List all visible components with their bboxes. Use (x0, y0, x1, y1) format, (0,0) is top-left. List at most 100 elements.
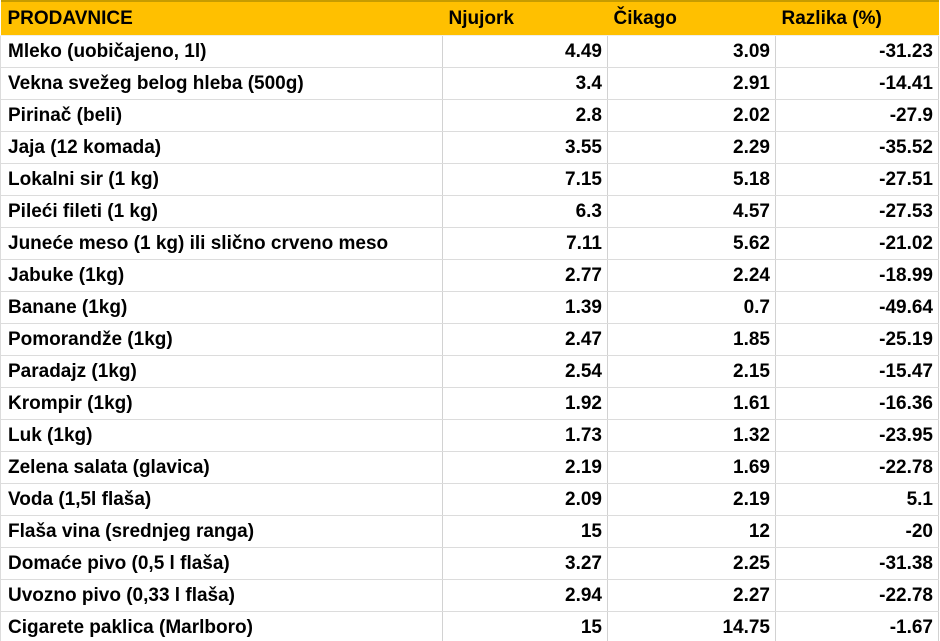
item-name-cell: Pileći fileti (1 kg) (0, 195, 443, 228)
table-row: Juneće meso (1 kg) ili slično crveno mes… (0, 227, 939, 260)
item-name-cell: Juneće meso (1 kg) ili slično crveno mes… (0, 227, 443, 260)
njujork-price-cell: 15 (442, 611, 608, 641)
cikago-price-cell: 2.27 (607, 579, 776, 612)
razlika-percent-cell: -49.64 (775, 291, 939, 324)
table-row: Voda (1,5l flaša) 2.09 2.19 5.1 (0, 483, 939, 516)
cikago-price-cell: 4.57 (607, 195, 776, 228)
njujork-price-cell: 2.94 (442, 579, 608, 612)
razlika-percent-cell: -25.19 (775, 323, 939, 356)
njujork-price-cell: 2.19 (442, 451, 608, 484)
item-name-cell: Uvozno pivo (0,33 l flaša) (0, 579, 443, 612)
razlika-percent-cell: -27.51 (775, 163, 939, 196)
njujork-price-cell: 3.55 (442, 131, 608, 164)
cikago-price-cell: 2.25 (607, 547, 776, 580)
item-name-cell: Paradajz (1kg) (0, 355, 443, 388)
table-row: Lokalni sir (1 kg) 7.15 5.18 -27.51 (0, 163, 939, 196)
item-name-cell: Zelena salata (glavica) (0, 451, 443, 484)
table-row: Jabuke (1kg) 2.77 2.24 -18.99 (0, 259, 939, 292)
cikago-price-cell: 1.32 (607, 419, 776, 452)
cikago-price-cell: 2.29 (607, 131, 776, 164)
cikago-price-cell: 2.19 (607, 483, 776, 516)
njujork-price-cell: 3.27 (442, 547, 608, 580)
razlika-percent-cell: -22.78 (775, 451, 939, 484)
razlika-percent-cell: 5.1 (775, 483, 939, 516)
razlika-percent-cell: -31.23 (775, 35, 939, 68)
cikago-price-cell: 3.09 (607, 35, 776, 68)
razlika-percent-cell: -20 (775, 515, 939, 548)
njujork-price-cell: 4.49 (442, 35, 608, 68)
njujork-price-cell: 1.92 (442, 387, 608, 420)
table-row: Pirinač (beli) 2.8 2.02 -27.9 (0, 99, 939, 132)
item-name-cell: Banane (1kg) (0, 291, 443, 324)
table-row: Banane (1kg) 1.39 0.7 -49.64 (0, 291, 939, 324)
item-name-cell: Jabuke (1kg) (0, 259, 443, 292)
razlika-percent-cell: -35.52 (775, 131, 939, 164)
table-body: Mleko (uobičajeno, 1l) 4.49 3.09 -31.23 Vekn… (0, 35, 939, 641)
razlika-percent-cell: -22.78 (775, 579, 939, 612)
cikago-price-cell: 0.7 (607, 291, 776, 324)
column-header-cikago: Čikago (607, 0, 776, 36)
njujork-price-cell: 2.09 (442, 483, 608, 516)
item-name-cell: Domaće pivo (0,5 l flaša) (0, 547, 443, 580)
item-name-cell: Pirinač (beli) (0, 99, 443, 132)
cikago-price-cell: 1.69 (607, 451, 776, 484)
item-name-cell: Lokalni sir (1 kg) (0, 163, 443, 196)
njujork-price-cell: 2.8 (442, 99, 608, 132)
header-row: PRODAVNICE Njujork Čikago Razlika (%) (0, 0, 939, 36)
njujork-price-cell: 7.11 (442, 227, 608, 260)
cikago-price-cell: 1.61 (607, 387, 776, 420)
table-row: Krompir (1kg) 1.92 1.61 -16.36 (0, 387, 939, 420)
njujork-price-cell: 2.77 (442, 259, 608, 292)
cikago-price-cell: 14.75 (607, 611, 776, 641)
table-row: Vekna svežeg belog hleba (500g) 3.4 2.91 -1… (0, 67, 939, 100)
column-header-prodavnice: PRODAVNICE (0, 0, 443, 36)
razlika-percent-cell: -21.02 (775, 227, 939, 260)
item-name-cell: Pomorandže (1kg) (0, 323, 443, 356)
razlika-percent-cell: -23.95 (775, 419, 939, 452)
razlika-percent-cell: -15.47 (775, 355, 939, 388)
table-row: Pileći fileti (1 kg) 6.3 4.57 -27.53 (0, 195, 939, 228)
razlika-percent-cell: -1.67 (775, 611, 939, 641)
table-row: Flaša vina (srednjeg ranga) 15 12 -20 (0, 515, 939, 548)
table-row: Uvozno pivo (0,33 l flaša) 2.94 2.27 -22.78 (0, 579, 939, 612)
razlika-percent-cell: -31.38 (775, 547, 939, 580)
table-row: Cigarete paklica (Marlboro) 15 14.75 -1.67 (0, 611, 939, 641)
razlika-percent-cell: -14.41 (775, 67, 939, 100)
item-name-cell: Vekna svežeg belog hleba (500g) (0, 67, 443, 100)
cikago-price-cell: 5.62 (607, 227, 776, 260)
table-header: PRODAVNICE Njujork Čikago Razlika (%) (0, 0, 939, 36)
item-name-cell: Flaša vina (srednjeg ranga) (0, 515, 443, 548)
column-header-razlika: Razlika (%) (775, 0, 939, 36)
table-row: Zelena salata (glavica) 2.19 1.69 -22.78 (0, 451, 939, 484)
item-name-cell: Mleko (uobičajeno, 1l) (0, 35, 443, 68)
razlika-percent-cell: -16.36 (775, 387, 939, 420)
table-row: Domaće pivo (0,5 l flaša) 3.27 2.25 -31.38 (0, 547, 939, 580)
table-row: Mleko (uobičajeno, 1l) 4.49 3.09 -31.23 (0, 35, 939, 68)
cikago-price-cell: 2.02 (607, 99, 776, 132)
table-row: Pomorandže (1kg) 2.47 1.85 -25.19 (0, 323, 939, 356)
razlika-percent-cell: -18.99 (775, 259, 939, 292)
item-name-cell: Voda (1,5l flaša) (0, 483, 443, 516)
njujork-price-cell: 1.39 (442, 291, 608, 324)
njujork-price-cell: 6.3 (442, 195, 608, 228)
item-name-cell: Luk (1kg) (0, 419, 443, 452)
cikago-price-cell: 1.85 (607, 323, 776, 356)
column-header-njujork: Njujork (442, 0, 608, 36)
njujork-price-cell: 7.15 (442, 163, 608, 196)
njujork-price-cell: 1.73 (442, 419, 608, 452)
cikago-price-cell: 5.18 (607, 163, 776, 196)
njujork-price-cell: 2.47 (442, 323, 608, 356)
njujork-price-cell: 2.54 (442, 355, 608, 388)
table-row: Jaja (12 komada) 3.55 2.29 -35.52 (0, 131, 939, 164)
cikago-price-cell: 2.91 (607, 67, 776, 100)
njujork-price-cell: 3.4 (442, 67, 608, 100)
cikago-price-cell: 12 (607, 515, 776, 548)
razlika-percent-cell: -27.53 (775, 195, 939, 228)
item-name-cell: Krompir (1kg) (0, 387, 443, 420)
cikago-price-cell: 2.24 (607, 259, 776, 292)
item-name-cell: Cigarete paklica (Marlboro) (0, 611, 443, 641)
njujork-price-cell: 15 (442, 515, 608, 548)
cikago-price-cell: 2.15 (607, 355, 776, 388)
table-row: Paradajz (1kg) 2.54 2.15 -15.47 (0, 355, 939, 388)
